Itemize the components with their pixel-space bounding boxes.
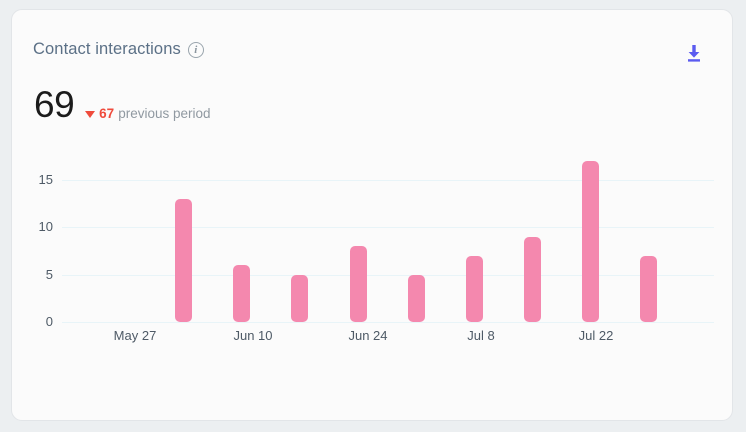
triangle-down-icon (85, 111, 96, 118)
page-title: Contact interactions (33, 40, 181, 58)
metric-comparison: 67 previous period (85, 106, 211, 121)
info-icon[interactable]: i (187, 41, 204, 58)
x-axis-tick-label: Jun 24 (348, 328, 388, 343)
y-axis-tick-label: 5 (45, 266, 53, 282)
bar[interactable] (523, 236, 541, 322)
y-axis-tick-label: 10 (38, 219, 53, 235)
bar[interactable] (581, 160, 599, 322)
previous-period-value: 67 (99, 106, 115, 121)
y-axis-tick-label: 15 (38, 171, 53, 187)
bar[interactable] (174, 198, 192, 322)
bar[interactable] (465, 255, 483, 322)
bar-chart: 0 5 10 15 May 27 Jun 10 Jun 24 Jul 8 Jul 22 (12, 10, 734, 422)
bar-series (62, 155, 714, 322)
download-button[interactable] (681, 40, 707, 66)
previous-period-label: previous period (118, 106, 211, 121)
bar[interactable] (639, 255, 657, 322)
gridline (62, 227, 714, 229)
gridline (62, 179, 714, 181)
card-header: Contact interactions i (12, 10, 732, 66)
contact-interactions-card: Contact interactions i 69 67 previous pe… (11, 9, 733, 421)
x-axis-tick-label: Jul 8 (467, 328, 495, 343)
x-axis-tick-label: Jul 22 (578, 328, 614, 343)
metric-value: 69 (34, 84, 75, 125)
gridline (62, 322, 714, 323)
x-axis: May 27 Jun 10 Jun 24 Jul 8 Jul 22 (62, 328, 714, 348)
plot-area: 0 5 10 15 (39, 155, 714, 329)
bar[interactable] (407, 274, 425, 322)
bar[interactable] (349, 246, 367, 322)
x-axis-tick-label: Jun 10 (233, 328, 273, 343)
metric-summary: 69 67 previous period (34, 86, 211, 123)
bar[interactable] (232, 265, 250, 322)
bar[interactable] (290, 274, 308, 322)
y-axis-tick-label: 0 (45, 314, 53, 329)
card-title-wrap: Contact interactions i (33, 40, 204, 59)
gridline (62, 274, 714, 276)
x-axis-tick-label: May 27 (113, 328, 157, 343)
download-icon (688, 45, 700, 62)
